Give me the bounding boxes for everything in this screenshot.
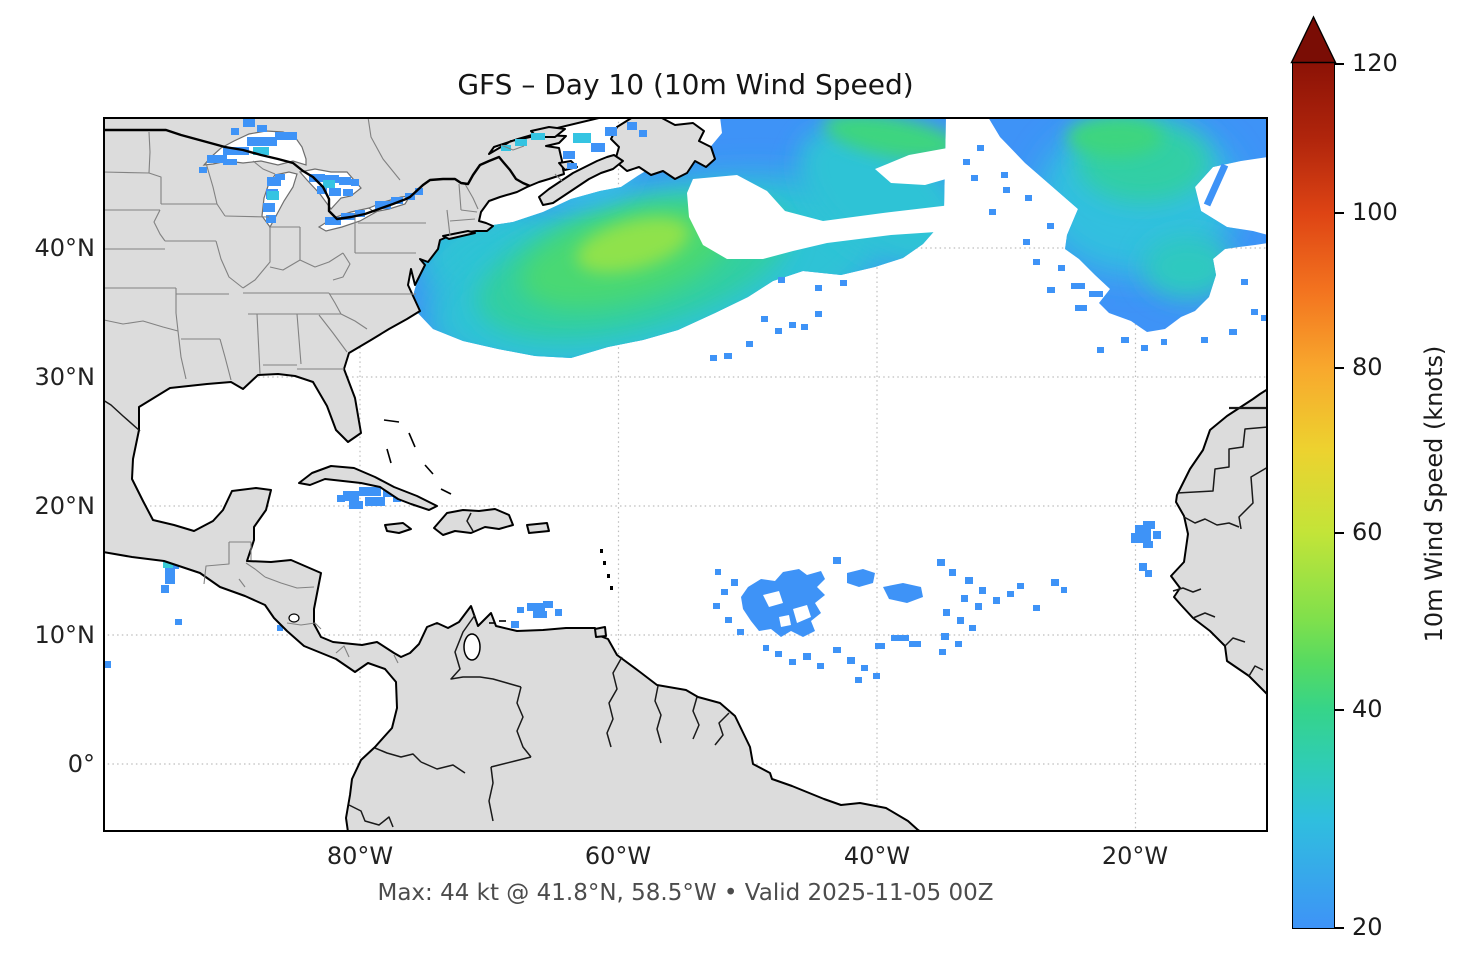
- lon-tick-40w: 40°W: [843, 842, 911, 870]
- lat-tick-0: 0°: [67, 750, 95, 778]
- colorbar-label-100: 100: [1352, 198, 1398, 226]
- coastline-trinidad: [594, 626, 607, 638]
- wind-patch-senegal: [1131, 521, 1161, 577]
- wind-speckles-ne: [977, 145, 1267, 353]
- wind-blob-ne-atlantic: [988, 117, 1268, 332]
- us-state-borders: [103, 117, 563, 664]
- colorbar-tick-40: [1335, 709, 1344, 711]
- us-canada-border: [103, 128, 531, 221]
- country-borders: [103, 399, 1268, 828]
- map-plot: [103, 117, 1268, 832]
- colorbar-label-120: 120: [1352, 49, 1398, 77]
- figure-caption: Max: 44 kt @ 41.8°N, 58.5°W • Valid 2025…: [377, 880, 994, 906]
- coastline-cuba: [298, 465, 438, 511]
- colorbar-tick-100: [1335, 212, 1344, 214]
- lake-maracaibo: [463, 633, 481, 661]
- lake-nicaragua: [288, 613, 300, 623]
- coastline-jamaica: [384, 522, 412, 534]
- lon-tick-80w: 80°W: [326, 842, 394, 870]
- lat-tick-10n: 10°N: [34, 621, 96, 649]
- coastline-hispaniola: [433, 508, 514, 536]
- colorbar-label-40: 40: [1352, 695, 1383, 723]
- wind-patch-venezuela-ne: [511, 601, 562, 628]
- colorbar-label-20: 20: [1352, 913, 1383, 941]
- plot-frame: [103, 117, 1268, 832]
- wind-streak-in-notch: [1203, 163, 1229, 207]
- calm-hole-upper: [875, 147, 953, 185]
- lat-tick-40n: 40°N: [34, 234, 96, 262]
- lat-tick-30n: 30°N: [34, 363, 96, 391]
- coastline-americas: [103, 117, 922, 832]
- map-canvas: [103, 117, 1268, 832]
- coastline-nova-scotia: [538, 154, 624, 206]
- coastline-puerto-rico: [526, 522, 550, 534]
- colorbar-label-60: 60: [1352, 518, 1383, 546]
- colorbar-label-80: 80: [1352, 353, 1383, 381]
- colorbar-axis-label: 10m Wind Speed (knots): [1420, 345, 1448, 643]
- wind-speckles-nw: [710, 159, 978, 361]
- coastline-newfoundland: [610, 117, 716, 180]
- lesser-antilles-dots: [600, 549, 613, 590]
- colorbar-tick-120: [1335, 63, 1344, 65]
- lon-tick-60w: 60°W: [584, 842, 652, 870]
- coastline-africa: [1170, 388, 1268, 696]
- lon-tick-20w: 20°W: [1101, 842, 1169, 870]
- land: [103, 117, 1268, 832]
- coastline-bahamas: [383, 419, 506, 624]
- colorbar-over-arrow: [1290, 15, 1337, 64]
- colorbar-tick-60: [1335, 532, 1344, 534]
- figure-title: GFS – Day 10 (10m Wind Speed): [457, 68, 914, 101]
- coastline-long-island: [442, 230, 476, 240]
- colorbar-tick-80: [1335, 367, 1344, 369]
- colorbar-gradient: [1292, 62, 1335, 929]
- colorbar-tick-20: [1335, 927, 1344, 929]
- wind-itcz-cluster: [713, 557, 1067, 683]
- calm-hole-newfoundland: [687, 175, 951, 259]
- lat-tick-20n: 20°N: [34, 492, 96, 520]
